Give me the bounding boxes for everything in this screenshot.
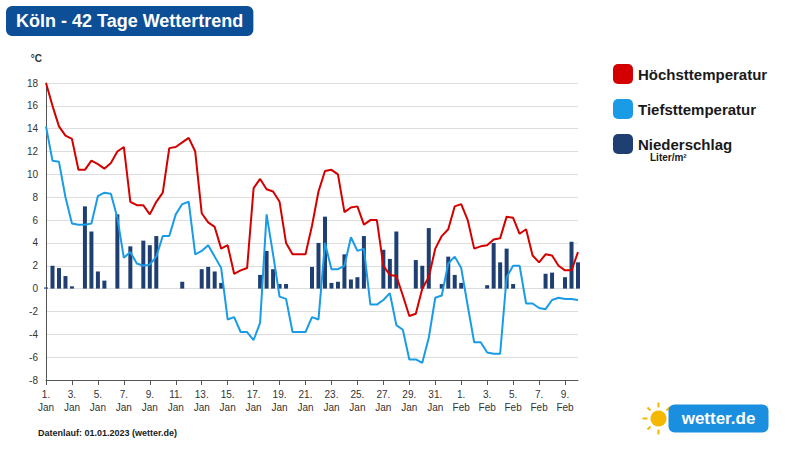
svg-text:Feb: Feb [479,402,497,413]
svg-text:Höchsttemperatur: Höchsttemperatur [638,66,767,83]
svg-text:31.: 31. [428,389,442,400]
svg-text:27.: 27. [376,389,390,400]
svg-text:Jan: Jan [401,402,417,413]
svg-text:3.: 3. [483,389,491,400]
svg-text:14: 14 [27,123,39,134]
svg-text:8: 8 [32,192,38,203]
svg-text:-6: -6 [29,352,38,363]
svg-text:Jan: Jan [194,402,210,413]
svg-text:13.: 13. [195,389,209,400]
svg-text:-4: -4 [29,329,38,340]
svg-text:Feb: Feb [505,402,523,413]
svg-text:Jan: Jan [246,402,262,413]
svg-text:21.: 21. [299,389,313,400]
svg-text:12: 12 [27,146,39,157]
svg-text:5.: 5. [94,389,102,400]
svg-text:25.: 25. [350,389,364,400]
svg-text:7.: 7. [535,389,543,400]
svg-text:15.: 15. [221,389,235,400]
svg-text:Tiefsttemperatur: Tiefsttemperatur [638,101,756,118]
svg-text:17.: 17. [247,389,261,400]
svg-text:3.: 3. [68,389,76,400]
svg-text:Jan: Jan [116,402,132,413]
svg-text:Feb: Feb [530,402,548,413]
svg-text:Jan: Jan [375,402,391,413]
svg-text:23.: 23. [325,389,339,400]
svg-text:Feb: Feb [453,402,471,413]
svg-text:5.: 5. [509,389,517,400]
svg-text:Jan: Jan [38,402,54,413]
svg-text:Jan: Jan [64,402,80,413]
svg-text:7.: 7. [120,389,128,400]
svg-text:Jan: Jan [427,402,443,413]
svg-text:29.: 29. [402,389,416,400]
svg-text:9.: 9. [146,389,154,400]
svg-text:Jan: Jan [90,402,106,413]
svg-text:9.: 9. [561,389,569,400]
svg-text:Jan: Jan [323,402,339,413]
svg-text:Jan: Jan [220,402,236,413]
svg-text:-8: -8 [29,375,38,386]
svg-text:11.: 11. [169,389,182,400]
svg-text:18: 18 [27,78,39,89]
svg-text:19.: 19. [273,389,287,400]
svg-text:Niederschlag: Niederschlag [638,136,732,153]
svg-text:Jan: Jan [271,402,287,413]
svg-text:°C: °C [31,53,42,64]
svg-text:6: 6 [32,215,38,226]
svg-text:0: 0 [32,283,38,294]
svg-text:1.: 1. [42,389,50,400]
svg-text:Feb: Feb [556,402,574,413]
svg-text:-2: -2 [29,306,38,317]
svg-text:Jan: Jan [142,402,158,413]
svg-text:16: 16 [27,100,39,111]
svg-text:2: 2 [32,260,38,271]
svg-text:Liter/m²: Liter/m² [650,152,687,163]
svg-text:wetter.de: wetter.de [681,409,756,428]
svg-text:Datenlauf: 01.01.2023 (wetter.: Datenlauf: 01.01.2023 (wetter.de) [38,428,177,438]
svg-text:Jan: Jan [349,402,365,413]
svg-text:Jan: Jan [168,402,184,413]
svg-text:10: 10 [27,169,39,180]
svg-text:Jan: Jan [297,402,313,413]
svg-text:1.: 1. [457,389,465,400]
svg-text:4: 4 [32,237,38,248]
svg-text:Köln - 42 Tage Wettertrend: Köln - 42 Tage Wettertrend [16,11,243,31]
